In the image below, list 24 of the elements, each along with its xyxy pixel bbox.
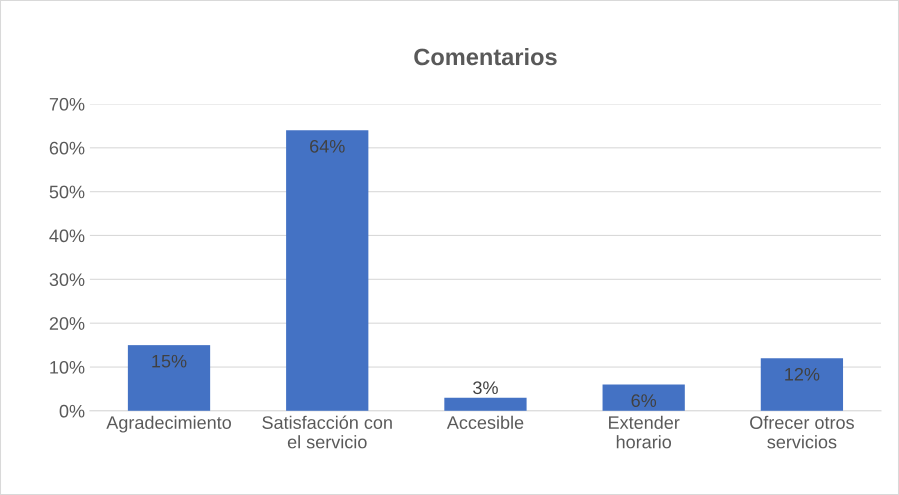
data-label: 12%	[785, 368, 820, 381]
x-tick-label: Ofrecer otros servicios	[750, 416, 854, 448]
data-label: 64%	[310, 140, 345, 153]
bar	[444, 398, 527, 411]
y-tick-label: 20%	[50, 317, 84, 330]
data-label: 15%	[152, 354, 186, 368]
y-tick-label: 60%	[50, 142, 84, 155]
x-tick-label: Agradecimiento	[106, 416, 231, 433]
x-tick-label: Satisfacción con el servicio	[262, 416, 392, 448]
y-tick-label: 30%	[50, 273, 84, 286]
x-tick-label: Extender horario	[609, 416, 680, 448]
y-tick-label: 70%	[50, 98, 84, 111]
chart-title: Comentarios	[414, 48, 557, 66]
bar	[602, 384, 685, 411]
data-label: 3%	[473, 381, 498, 394]
y-tick-label: 40%	[49, 229, 84, 242]
bar	[128, 345, 210, 411]
y-tick-label: 50%	[50, 186, 84, 198]
bar	[286, 130, 368, 411]
x-tick-label: Accesible	[446, 416, 524, 429]
y-tick-label: 10%	[50, 360, 84, 374]
y-tick-label: 0%	[60, 404, 84, 418]
bar	[760, 358, 844, 411]
data-label: 6%	[632, 394, 656, 408]
